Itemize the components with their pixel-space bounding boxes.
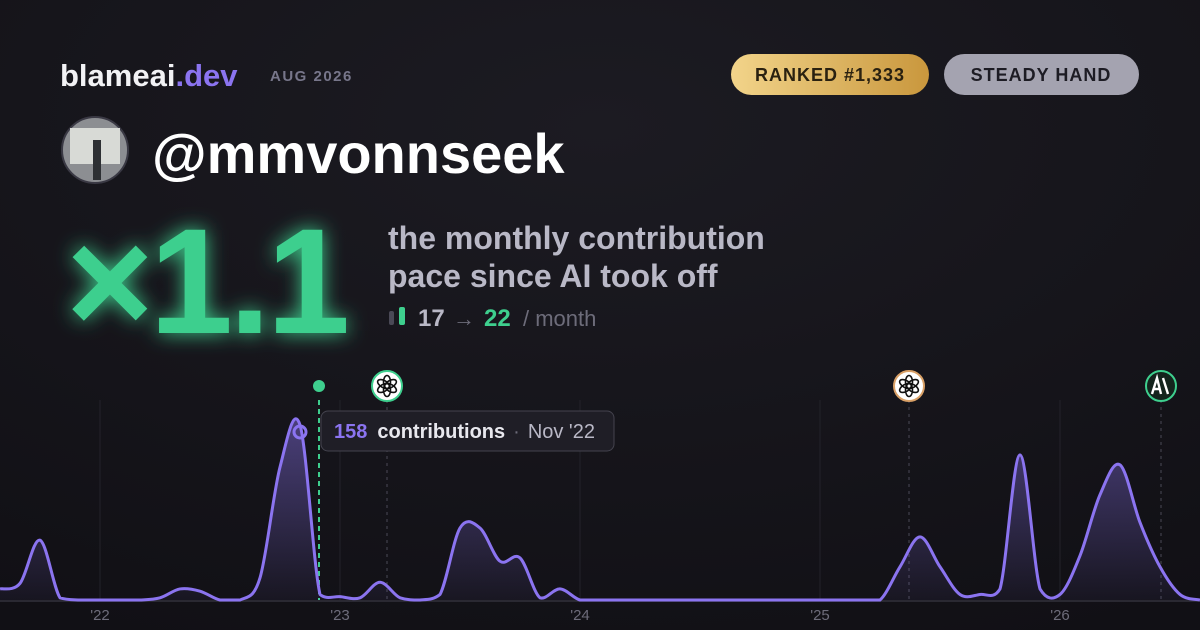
before-icon bbox=[389, 311, 394, 325]
line bbox=[0, 417, 1200, 602]
tooltip-date: Nov '22 bbox=[528, 421, 595, 443]
avatar-person bbox=[93, 140, 101, 180]
date: AUG 2026 bbox=[270, 68, 353, 85]
event-icon-petal bbox=[898, 378, 913, 390]
event-icon-petal bbox=[376, 378, 391, 390]
handle: @mmvonnseek bbox=[152, 122, 565, 185]
pace-after: 22 bbox=[484, 305, 511, 332]
event-icon bbox=[1145, 370, 1177, 402]
brand: blameai.dev bbox=[60, 58, 238, 93]
style-badge-text: STEADY HAND bbox=[971, 65, 1112, 85]
x-tick-label: '25 bbox=[810, 607, 830, 624]
rank-badge bbox=[731, 54, 929, 95]
tooltip-value: 158 bbox=[334, 421, 367, 443]
event-icon bbox=[371, 370, 403, 402]
tooltip-sep: · bbox=[513, 421, 520, 443]
rank-badge-text: RANKED #1,333 bbox=[755, 65, 905, 85]
x-tick-label: '26 bbox=[1050, 607, 1070, 624]
event-icon bbox=[893, 370, 925, 402]
area bbox=[0, 418, 1200, 600]
description-line: the monthly contribution bbox=[388, 220, 765, 256]
highlight-point bbox=[292, 424, 308, 440]
event-dot bbox=[313, 380, 325, 392]
tooltip-text: 158 contributions · Nov '22 bbox=[334, 421, 595, 443]
multiplier: ×1.1 bbox=[66, 197, 347, 365]
x-tick-label: '24 bbox=[570, 607, 590, 624]
description-line: pace since AI took off bbox=[388, 258, 718, 294]
style-badge bbox=[944, 54, 1139, 95]
after-icon bbox=[399, 307, 405, 325]
x-tick-label: '22 bbox=[90, 607, 110, 624]
event-icon-glyph bbox=[1150, 373, 1170, 395]
x-tick-label: '23 bbox=[330, 607, 350, 624]
pace-before: 17 bbox=[418, 305, 445, 332]
tooltip bbox=[320, 410, 615, 452]
pace-unit: / month bbox=[523, 306, 596, 331]
pace-arrow: → bbox=[453, 306, 475, 331]
tooltip-unit: contributions bbox=[377, 421, 505, 443]
chart: '22 '23 '24 '25 '26 158 contributions · Nov '22 bbox=[0, 370, 1200, 624]
